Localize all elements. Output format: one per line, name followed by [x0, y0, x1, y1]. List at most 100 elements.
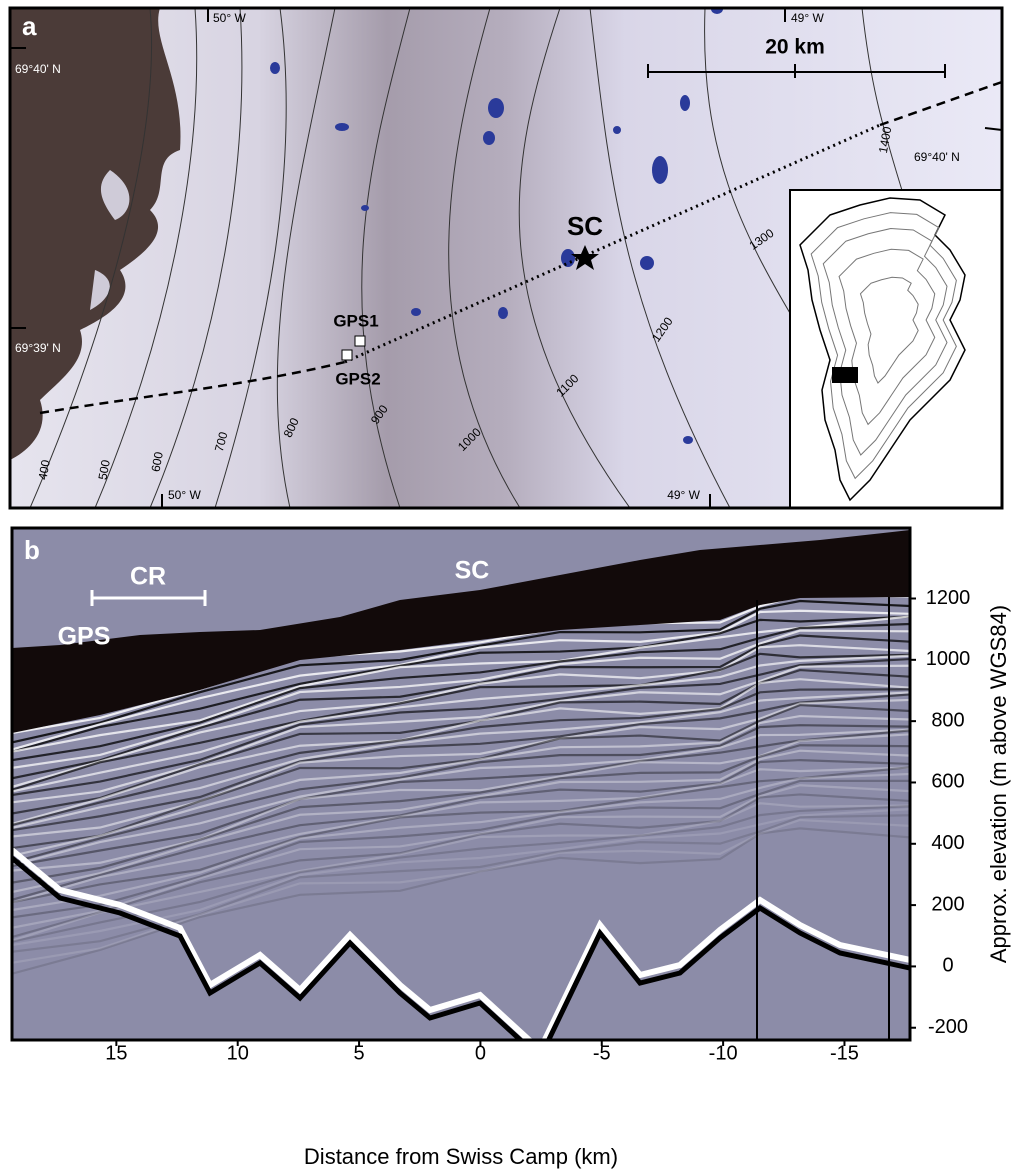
- longitude-label: 50° W: [213, 11, 246, 25]
- lake: [361, 205, 369, 211]
- layer: [12, 657, 910, 797]
- layer: [12, 634, 910, 780]
- sc-star: [571, 245, 599, 270]
- layer: [12, 814, 910, 953]
- internal-layers: [12, 594, 910, 975]
- layer: [12, 793, 910, 939]
- layer: [12, 827, 910, 975]
- layer: [12, 766, 910, 904]
- transect-dotted: [344, 123, 881, 364]
- annotation: SC: [455, 557, 490, 585]
- site-label: GPS1: [333, 311, 378, 330]
- layer: [12, 652, 910, 791]
- latitude-label: 69°40' N: [15, 62, 61, 76]
- layer: [12, 733, 910, 872]
- layer: [12, 784, 910, 929]
- layer: [12, 691, 910, 829]
- lake: [680, 95, 690, 111]
- contour-line: [589, 8, 731, 508]
- y-tick-label: 1000: [926, 648, 971, 670]
- y-tick-label: -200: [928, 1016, 968, 1038]
- layer: [12, 724, 910, 864]
- layer: [12, 758, 910, 901]
- layer: [12, 688, 910, 827]
- contours: [29, 8, 906, 508]
- gps2-marker: [341, 349, 353, 361]
- contour-line: [704, 8, 801, 331]
- lake: [335, 123, 349, 131]
- layer: [12, 693, 910, 832]
- transect-dashed: [879, 80, 1003, 127]
- y-tick-label: 400: [931, 832, 964, 854]
- annotation: GPS: [58, 623, 111, 651]
- lake: [652, 156, 668, 184]
- x-tick-label: 10: [227, 1042, 249, 1064]
- ice-contour: [859, 276, 919, 384]
- y-axis-label: Approx. elevation (m above WGS84): [986, 605, 1011, 963]
- panel-frame: [8, 6, 1004, 510]
- layer: [12, 749, 910, 894]
- contour-line: [94, 8, 198, 508]
- contour-label: 1400: [876, 125, 894, 154]
- x-tick-label: -5: [593, 1042, 611, 1064]
- layer: [12, 703, 910, 850]
- ice-contour: [822, 227, 948, 456]
- radargram: [12, 528, 910, 1040]
- contour-line: [518, 8, 631, 508]
- longitude-label: 49° W: [791, 11, 824, 25]
- x-tick-label: -10: [709, 1042, 738, 1064]
- lake: [683, 436, 693, 444]
- layer: [12, 609, 910, 751]
- coastline: [799, 197, 966, 502]
- layer: [12, 644, 910, 788]
- layer: [12, 744, 910, 884]
- x-tick-label: -15: [830, 1042, 859, 1064]
- layer: [12, 654, 910, 793]
- study-area: [832, 367, 858, 383]
- ice-contour: [838, 248, 936, 426]
- x-tick-label: 5: [354, 1042, 365, 1064]
- contour-label: 500: [96, 458, 113, 480]
- site-label: SC: [567, 211, 603, 241]
- y-tick-label: 0: [942, 955, 953, 977]
- longitude-label: 49° W: [667, 488, 700, 502]
- x-axis-label: Distance from Swiss Camp (km): [304, 1144, 618, 1169]
- transect-dashed: [39, 360, 346, 415]
- contour-line: [361, 8, 411, 508]
- layer: [12, 615, 910, 753]
- x-tick-label: 0: [475, 1042, 486, 1064]
- layer: [12, 714, 910, 857]
- latitude-label: 69°40' N: [914, 150, 960, 164]
- contour-line: [214, 8, 287, 508]
- graticule-ticks: [10, 8, 1003, 508]
- contour-line: [276, 8, 336, 508]
- contour-line: [149, 8, 243, 508]
- layer: [12, 802, 910, 942]
- scale-bar-label: 20 km: [765, 36, 825, 59]
- lake: [483, 131, 495, 145]
- contour-label: 600: [149, 450, 166, 472]
- layer: [12, 615, 910, 753]
- layer: [12, 728, 910, 867]
- layer: [12, 818, 910, 964]
- panel-label: b: [24, 535, 40, 565]
- cr-bar: [90, 590, 207, 606]
- layer: [12, 664, 910, 804]
- layer: [12, 772, 910, 912]
- latitude-label: 69°39' N: [15, 341, 61, 355]
- layer: [12, 678, 910, 825]
- ice-contour: [810, 212, 957, 480]
- inset-map: [799, 197, 966, 502]
- annotation: CR: [130, 563, 166, 591]
- contour-line: [29, 8, 152, 508]
- ice-margin: [90, 170, 130, 310]
- layer: [12, 808, 910, 947]
- scale-bar: [647, 64, 946, 78]
- lake: [498, 307, 508, 319]
- contour-line: [861, 8, 906, 201]
- layer: [12, 622, 910, 762]
- bed-reflector: [12, 856, 910, 1040]
- y-tick-label: 200: [931, 893, 964, 915]
- bed-reflector: [12, 847, 910, 1040]
